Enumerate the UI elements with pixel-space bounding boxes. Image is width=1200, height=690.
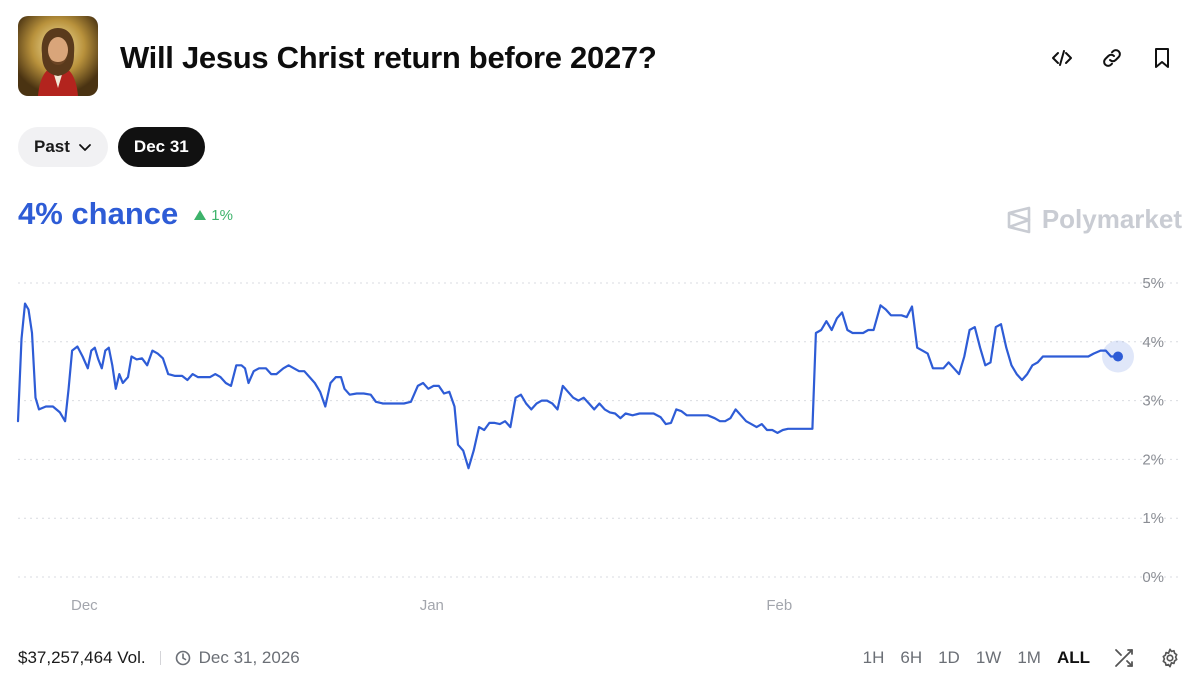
change-badge: 1% bbox=[194, 207, 233, 224]
header-actions bbox=[1048, 44, 1176, 72]
embed-code-icon[interactable] bbox=[1048, 44, 1076, 72]
divider bbox=[159, 651, 161, 665]
series-line bbox=[16, 302, 1120, 470]
range-1d[interactable]: 1D bbox=[938, 648, 960, 667]
past-dropdown-button[interactable]: Past bbox=[18, 127, 108, 167]
chance-value: 4% chance bbox=[18, 196, 179, 231]
price-chart: 5% 4% 3% 2% 1% 0% Dec Jan Feb bbox=[0, 262, 1200, 622]
range-6h[interactable]: 6H bbox=[900, 648, 923, 667]
y-tick-label: 2% bbox=[1142, 451, 1164, 468]
y-tick-label: 1% bbox=[1142, 510, 1164, 527]
polymarket-logo-icon bbox=[1007, 206, 1031, 233]
bookmark-icon[interactable] bbox=[1148, 44, 1176, 72]
settings-gear-icon[interactable] bbox=[1158, 646, 1182, 670]
volume-text: $37,257,464 Vol. bbox=[18, 648, 146, 667]
end-date-text: Dec 31, 2026 bbox=[198, 648, 300, 667]
shuffle-icon[interactable] bbox=[1112, 646, 1136, 670]
y-tick-label: 4% bbox=[1142, 334, 1164, 351]
date-tab-dec-31[interactable]: Dec 31 bbox=[117, 127, 205, 167]
date-filters: Past Dec 31 bbox=[18, 127, 205, 167]
end-date: Dec 31, 2026 bbox=[175, 648, 300, 668]
last-point bbox=[1113, 351, 1123, 362]
range-all[interactable]: ALL bbox=[1056, 648, 1090, 667]
triangle-up-icon bbox=[194, 210, 207, 220]
past-label: Past bbox=[34, 137, 70, 156]
chevron-down-icon bbox=[79, 144, 91, 151]
brand-name: Polymarket bbox=[1041, 204, 1182, 234]
link-icon[interactable] bbox=[1098, 44, 1126, 72]
line-chart[interactable]: 5% 4% 3% 2% 1% 0% Dec Jan Feb bbox=[0, 262, 1200, 622]
jesus-portrait-icon bbox=[18, 16, 98, 96]
range-1h[interactable]: 1H bbox=[862, 648, 885, 667]
x-tick-label: Feb bbox=[766, 597, 792, 614]
y-tick-label: 5% bbox=[1142, 275, 1164, 292]
brand-watermark: Polymarket bbox=[1006, 204, 1182, 235]
y-tick-label: 3% bbox=[1142, 393, 1164, 410]
market-header: Will Jesus Christ return before 2027? bbox=[18, 16, 1182, 98]
market-footer: $37,257,464 Vol. Dec 31, 2026 1H 6H 1D 1… bbox=[18, 646, 1182, 670]
time-range-selector: 1H 6H 1D 1W 1M ALL bbox=[863, 646, 1182, 670]
y-tick-label: 0% bbox=[1142, 569, 1164, 586]
x-tick-label: Jan bbox=[420, 597, 444, 614]
x-tick-label: Dec bbox=[71, 597, 98, 614]
market-image bbox=[18, 16, 98, 96]
change-value: 1% bbox=[211, 206, 233, 224]
range-1w[interactable]: 1W bbox=[975, 648, 1002, 667]
range-1m[interactable]: 1M bbox=[1017, 648, 1041, 667]
page-title: Will Jesus Christ return before 2027? bbox=[120, 40, 657, 75]
probability-summary: 4% chance 1% bbox=[18, 196, 233, 232]
clock-icon bbox=[175, 650, 190, 666]
